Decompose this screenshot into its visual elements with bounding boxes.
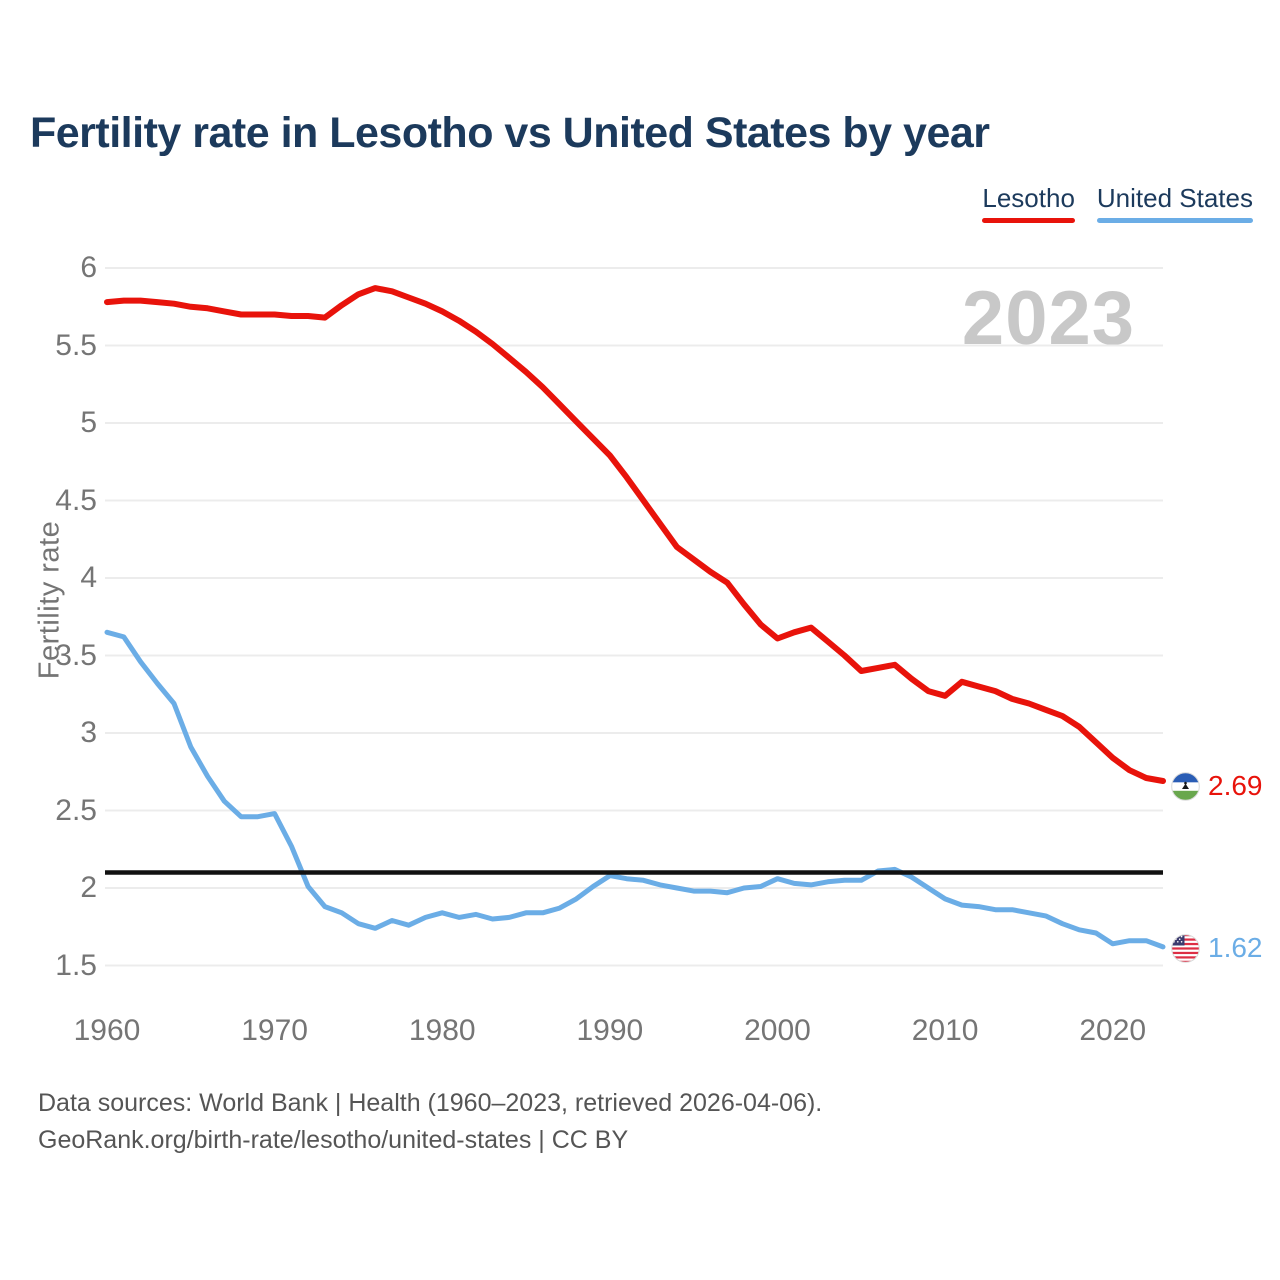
watermark-year: 2023	[961, 276, 1135, 361]
chart-title: Fertility rate in Lesotho vs United Stat…	[30, 109, 990, 157]
y-tick-label: 5.5	[55, 328, 97, 362]
legend-underline-lesotho	[982, 217, 1075, 223]
x-tick-label: 1990	[576, 1014, 644, 1047]
series-line-united-states	[104, 629, 1166, 950]
footer-sources: Data sources: World Bank | Health (1960–…	[38, 1085, 822, 1159]
legend-item-united-states[interactable]: United States	[1096, 183, 1253, 223]
y-tick-label: 6	[80, 251, 97, 284]
legend: Lesotho United States	[982, 184, 1253, 223]
end-label-united-states: 1.62	[1171, 933, 1263, 963]
end-value-lesotho: 2.69	[1208, 770, 1263, 801]
us-flag-icon	[1171, 933, 1200, 963]
x-tick-label: 2000	[744, 1014, 811, 1047]
y-tick-label: 2.5	[55, 793, 97, 827]
y-tick-label: 3	[80, 716, 97, 749]
y-tick-label: 3.5	[55, 638, 97, 672]
end-label-lesotho: 2.69	[1171, 771, 1263, 801]
y-tick-label: 2	[80, 871, 97, 904]
series-line-lesotho	[104, 285, 1166, 784]
footer-source-line1: Data sources: World Bank | Health (1960–…	[38, 1089, 823, 1117]
legend-underline-united-states	[1096, 217, 1253, 223]
legend-label-lesotho: Lesotho	[982, 183, 1075, 213]
x-tick-label: 1970	[241, 1014, 308, 1047]
legend-label-united-states: United States	[1096, 183, 1253, 213]
x-tick-label: 1960	[73, 1014, 141, 1047]
end-value-us: 1.62	[1208, 932, 1263, 963]
x-tick-label: 1980	[408, 1014, 476, 1047]
lesotho-flag-icon	[1171, 771, 1200, 801]
y-tick-label: 4.5	[55, 483, 97, 517]
y-tick-label: 1.5	[55, 948, 97, 982]
y-tick-label: 5	[80, 406, 97, 439]
x-tick-label: 2010	[911, 1014, 979, 1047]
legend-item-lesotho[interactable]: Lesotho	[982, 184, 1075, 223]
footer-source-line2: GeoRank.org/birth-rate/lesotho/united-st…	[38, 1126, 629, 1154]
y-tick-label: 4	[80, 561, 97, 594]
x-tick-label: 2020	[1079, 1014, 1147, 1047]
